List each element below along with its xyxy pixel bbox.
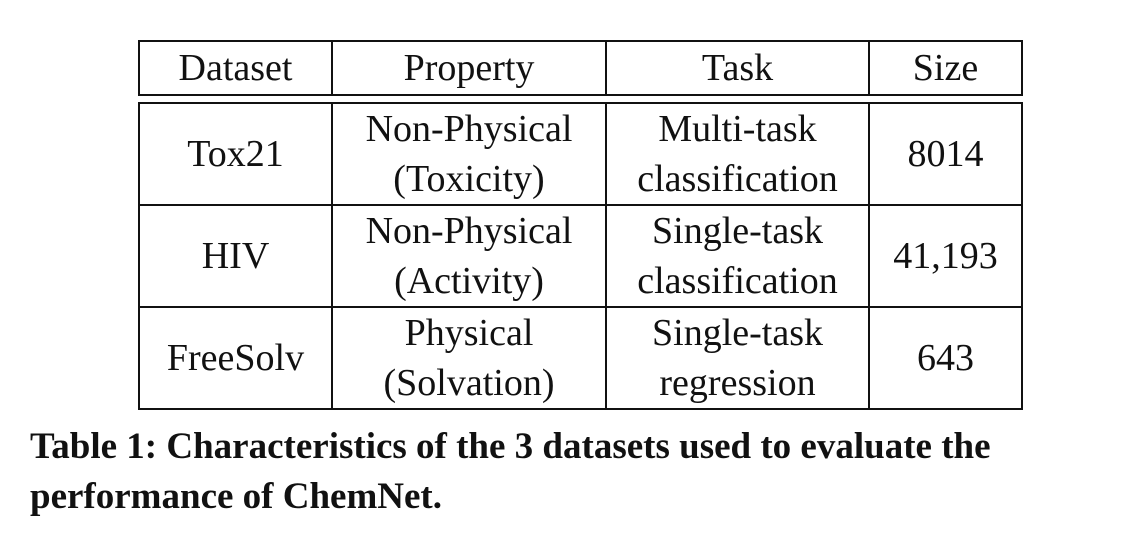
cell-task: Multi-task classification <box>605 102 870 206</box>
cell-size: 41,193 <box>868 204 1023 308</box>
cell-task-line: classification <box>637 158 838 200</box>
cell-size: 643 <box>868 306 1023 410</box>
cell-dataset: Tox21 <box>138 102 333 206</box>
cell-task-line: regression <box>659 362 816 404</box>
cell-task-line: classification <box>637 260 838 302</box>
table-row: FreeSolv Physical (Solvation) Single-tas… <box>138 306 1023 410</box>
cell-property-line: Non-Physical <box>365 108 573 150</box>
cell-property-line: (Toxicity) <box>393 158 545 200</box>
cell-size: 8014 <box>868 102 1023 206</box>
cell-task-line: Multi-task <box>658 108 817 150</box>
cell-dataset: HIV <box>138 204 333 308</box>
cell-property-line: Physical <box>404 312 534 354</box>
cell-property-line: (Solvation) <box>383 362 555 404</box>
table-row: Tox21 Non-Physical (Toxicity) Multi-task… <box>138 102 1023 206</box>
table-body: Tox21 Non-Physical (Toxicity) Multi-task… <box>138 102 1023 410</box>
cell-dataset: FreeSolv <box>138 306 333 410</box>
cell-property: Physical (Solvation) <box>331 306 607 410</box>
cell-property-line: Non-Physical <box>365 210 573 252</box>
caption-line: performance of ChemNet. <box>30 476 442 517</box>
header-dataset: Dataset <box>138 40 333 96</box>
header-row: Dataset Property Task Size <box>138 40 1023 96</box>
header-size: Size <box>868 40 1023 96</box>
cell-task-line: Single-task <box>652 210 823 252</box>
cell-task: Single-task classification <box>605 204 870 308</box>
table-caption: Table 1: Characteristics of the 3 datase… <box>30 422 1140 522</box>
table-row: HIV Non-Physical (Activity) Single-task … <box>138 204 1023 308</box>
cell-task: Single-task regression <box>605 306 870 410</box>
cell-property: Non-Physical (Toxicity) <box>331 102 607 206</box>
cell-property: Non-Physical (Activity) <box>331 204 607 308</box>
header-property: Property <box>331 40 607 96</box>
header-task: Task <box>605 40 870 96</box>
cell-property-line: (Activity) <box>394 260 544 302</box>
table-header: Dataset Property Task Size <box>138 40 1023 96</box>
cell-task-line: Single-task <box>652 312 823 354</box>
caption-line: Table 1: Characteristics of the 3 datase… <box>30 426 991 467</box>
